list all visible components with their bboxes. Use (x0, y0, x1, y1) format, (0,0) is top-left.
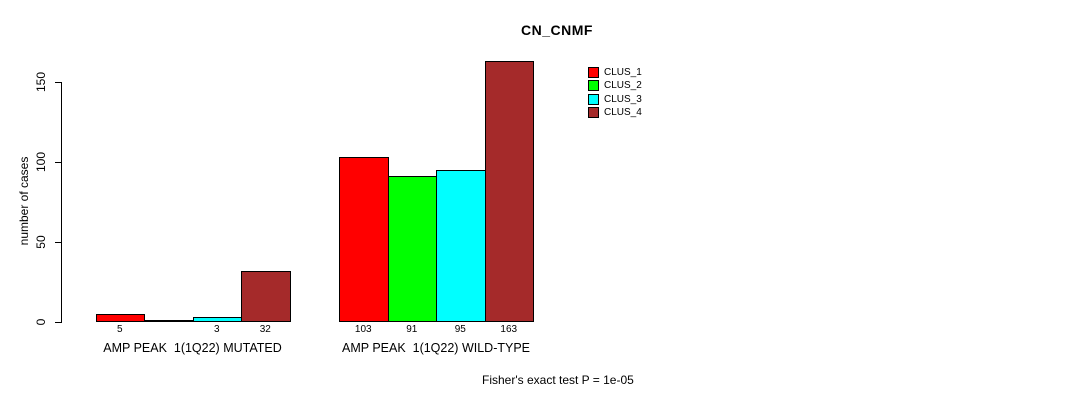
y-tick (55, 242, 61, 243)
legend-label: CLUS_3 (604, 93, 642, 105)
fisher-test-annotation: Fisher's exact test P = 1e-05 (482, 373, 634, 387)
legend-swatch (588, 93, 599, 105)
bar-clus-4-group-1 (484, 61, 534, 322)
bar-clus-4-group-0 (241, 271, 291, 322)
bar-clus-1-group-1 (339, 157, 389, 322)
y-tick (55, 162, 61, 163)
legend-swatch (588, 80, 599, 92)
y-axis-line (60, 82, 62, 323)
y-tick (55, 322, 61, 323)
bar-count-label: 103 (354, 324, 372, 335)
legend-label: CLUS_2 (604, 80, 642, 92)
bar-clus-3-group-0 (192, 317, 242, 322)
y-tick (55, 82, 61, 83)
bar-count-label: 3 (213, 324, 220, 335)
y-tick-label: 50 (34, 235, 48, 249)
chart-title: CN_CNMF (521, 22, 593, 38)
x-category-label: AMP PEAK 1(1Q22) MUTATED (103, 341, 282, 355)
bar-count-label: 163 (500, 324, 518, 335)
bar-count-label: 91 (406, 324, 418, 335)
y-tick-label: 150 (34, 71, 48, 93)
bar-count-label: 95 (454, 324, 466, 335)
bar-count-label: 5 (116, 324, 123, 335)
legend-swatch (588, 106, 599, 118)
y-axis-title: number of cases (17, 156, 31, 246)
legend-label: CLUS_4 (604, 106, 642, 118)
bar-clus-1-group-0 (95, 314, 145, 322)
bar-clus-2-group-1 (387, 176, 437, 322)
x-category-label: AMP PEAK 1(1Q22) WILD-TYPE (341, 341, 531, 355)
bar-clus-3-group-1 (436, 170, 486, 322)
bar-clus-2-group-0 (144, 320, 194, 322)
bar-count-label: 32 (259, 324, 271, 335)
legend-label: CLUS_1 (604, 67, 642, 78)
y-tick-label: 100 (34, 151, 48, 173)
legend-swatch (588, 67, 599, 78)
